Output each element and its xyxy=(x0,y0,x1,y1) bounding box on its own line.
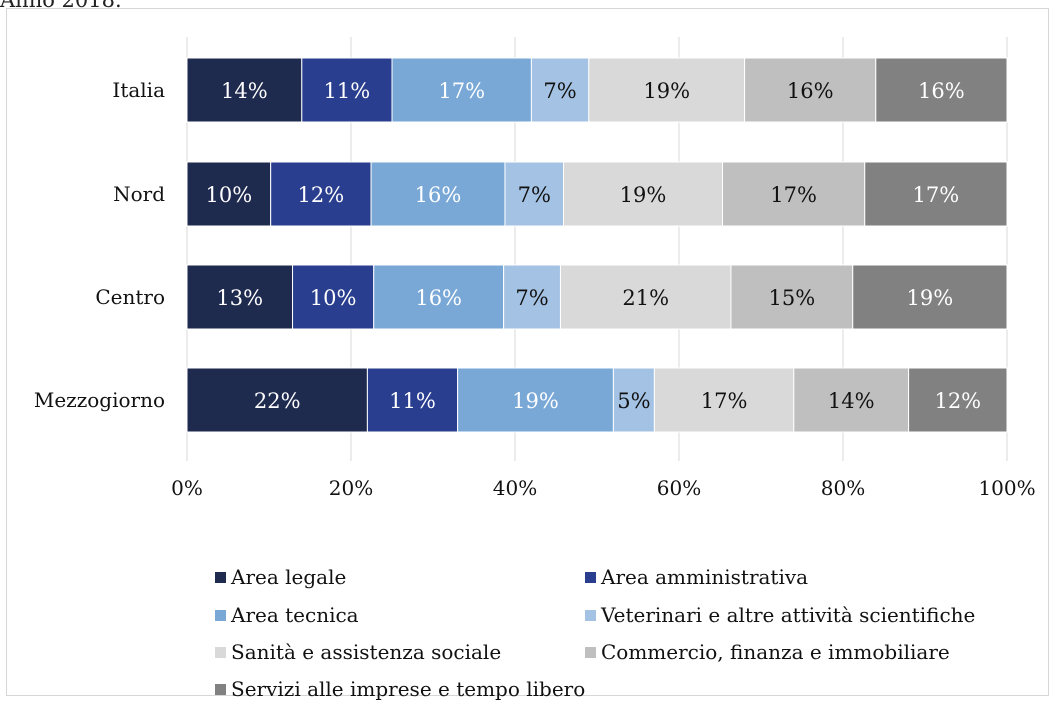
legend-item: Veterinari e altre attività scientifiche xyxy=(585,603,975,627)
bar-segment xyxy=(504,161,565,227)
data-label: 19% xyxy=(907,286,954,310)
legend-label: Commercio, finanza e immobiliare xyxy=(601,640,950,664)
legend-item: Area tecnica xyxy=(215,603,359,627)
bar-segment xyxy=(793,367,910,433)
data-label: 14% xyxy=(828,389,875,413)
bar-segment xyxy=(186,367,368,433)
category-label: Centro xyxy=(95,285,165,309)
data-label: 19% xyxy=(620,183,667,207)
bar-segment xyxy=(366,367,459,433)
legend-item: Commercio, finanza e immobiliare xyxy=(585,640,950,664)
legend-label: Servizi alle imprese e tempo libero xyxy=(231,677,586,701)
legend-item: Sanità e assistenza sociale xyxy=(215,640,501,664)
bar-segment xyxy=(864,161,1008,227)
category-label: Nord xyxy=(113,182,165,206)
legend-swatch xyxy=(215,646,226,658)
legend-item: Area legale xyxy=(215,565,346,589)
data-label: 21% xyxy=(622,286,669,310)
data-label: 7% xyxy=(543,79,576,103)
legend-label: Area legale xyxy=(231,565,347,589)
data-label: 19% xyxy=(643,79,690,103)
x-tick-label: 100% xyxy=(978,476,1035,500)
data-label: 17% xyxy=(701,389,748,413)
bar-segment xyxy=(391,57,532,123)
bar-segment xyxy=(373,264,505,330)
bar-segment xyxy=(559,264,732,330)
top-caption: Anno 2018. xyxy=(0,0,122,12)
x-tick-label: 80% xyxy=(821,476,865,500)
data-label: 19% xyxy=(512,389,559,413)
bar-segment xyxy=(292,264,375,330)
category-label: Mezzogiorno xyxy=(34,388,165,412)
x-tick-label: 60% xyxy=(657,476,701,500)
bar-segment xyxy=(301,57,393,123)
bar-segment xyxy=(875,57,1008,123)
data-label: 10% xyxy=(205,183,252,207)
legend-swatch xyxy=(215,609,226,621)
bar-segment xyxy=(457,367,614,433)
data-label: 17% xyxy=(913,183,960,207)
bar-segment xyxy=(503,264,561,330)
data-label: 14% xyxy=(221,79,268,103)
bar-segment xyxy=(908,367,1008,433)
legend-swatch xyxy=(585,609,596,621)
bar-segment xyxy=(722,161,866,227)
data-label: 17% xyxy=(770,183,817,207)
legend-swatch xyxy=(215,571,226,583)
data-label: 12% xyxy=(934,389,981,413)
bar-segment xyxy=(270,161,372,227)
data-label: 13% xyxy=(216,286,263,310)
legend-swatch xyxy=(215,683,226,695)
legend-label: Veterinari e altre attività scientifiche xyxy=(601,603,976,627)
chart-frame xyxy=(6,8,1049,696)
bar-segment xyxy=(186,161,272,227)
legend-swatch xyxy=(585,571,596,583)
legend-label: Sanità e assistenza sociale xyxy=(231,640,502,664)
data-label: 7% xyxy=(515,286,548,310)
data-label: 15% xyxy=(769,286,816,310)
data-label: 5% xyxy=(617,389,650,413)
data-label: 16% xyxy=(415,286,462,310)
bar-segment xyxy=(530,57,590,123)
bar-segment xyxy=(370,161,506,227)
data-label: 10% xyxy=(310,286,357,310)
data-label: 7% xyxy=(518,183,551,207)
data-label: 11% xyxy=(324,79,371,103)
legend-item: Servizi alle imprese e tempo libero xyxy=(215,677,585,701)
data-label: 12% xyxy=(298,183,345,207)
data-label: 17% xyxy=(438,79,485,103)
data-label: 22% xyxy=(254,389,301,413)
legend-item: Area amministrativa xyxy=(585,565,808,589)
data-label: 16% xyxy=(787,79,834,103)
data-label: 11% xyxy=(389,389,436,413)
bar-segment xyxy=(852,264,1008,330)
legend-label: Area amministrativa xyxy=(601,565,809,589)
category-label: Italia xyxy=(112,78,165,102)
bar-segment xyxy=(612,367,655,433)
bar-segment xyxy=(186,264,294,330)
bar-segment xyxy=(588,57,746,123)
data-label: 16% xyxy=(918,79,965,103)
legend-label: Area tecnica xyxy=(231,603,359,627)
bar-segment xyxy=(744,57,877,123)
bar-segment xyxy=(653,367,795,433)
x-tick-label: 40% xyxy=(493,476,537,500)
data-label: 16% xyxy=(415,183,462,207)
legend-swatch xyxy=(585,646,596,658)
x-tick-label: 20% xyxy=(329,476,373,500)
x-tick-label: 0% xyxy=(171,476,203,500)
